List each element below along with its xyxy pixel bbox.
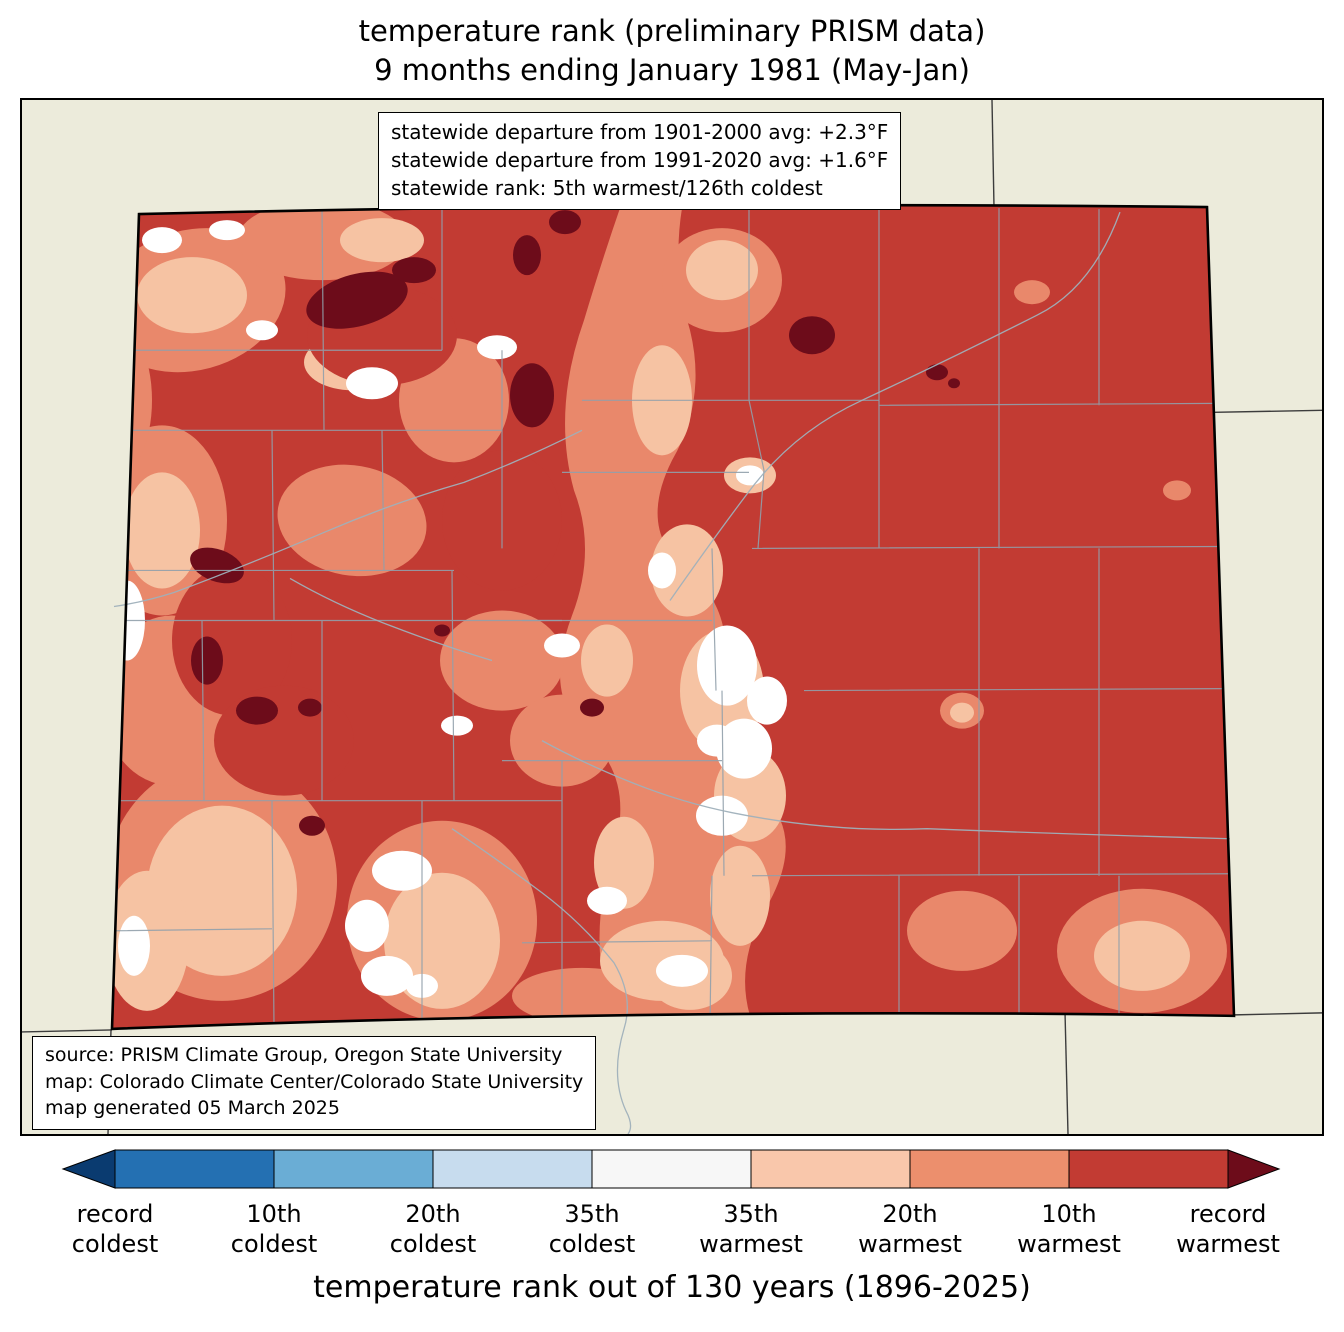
- page-title-line-2: 9 months ending January 1981 (May-Jan): [374, 53, 970, 87]
- colorbar-label-record-warmest: record warmest: [1176, 1200, 1280, 1258]
- stats-line-departure-1991-2020: statewide departure from 1991-2020 avg: …: [391, 148, 889, 172]
- colorbar-segment-1: [114, 1149, 275, 1189]
- colorbar-left-arrow: [61, 1149, 116, 1189]
- county-borders: [112, 208, 1234, 1027]
- colorbar-label-20th-coldest: 20th coldest: [389, 1200, 477, 1258]
- colorbar-label-35th-coldest: 35th coldest: [548, 1200, 636, 1258]
- source-line: source: PRISM Climate Group, Oregon Stat…: [45, 1044, 563, 1066]
- colorbar-segment-6: [909, 1149, 1070, 1189]
- colorbar-label-record-coldest: record coldest: [71, 1200, 159, 1258]
- colorbar-caption: temperature rank out of 130 years (1896-…: [313, 1270, 1031, 1305]
- colorbar-segment-3: [432, 1149, 593, 1189]
- stats-line-departure-1901-2000: statewide departure from 1901-2000 avg: …: [391, 120, 889, 144]
- source-credit-box: source: PRISM Climate Group, Oregon Stat…: [32, 1036, 597, 1130]
- colorbar-label-20th-warmest: 20th warmest: [858, 1200, 962, 1258]
- map-frame: statewide departure from 1901-2000 avg: …: [20, 98, 1324, 1136]
- page-title-line-1: temperature rank (preliminary PRISM data…: [358, 14, 986, 48]
- colorbar-right-arrow: [1227, 1149, 1281, 1189]
- stats-line-rank: statewide rank: 5th warmest/126th coldes…: [391, 176, 823, 200]
- colorbar-segment-4: [591, 1149, 752, 1189]
- colorbar-labels: record coldest 10th coldest 20th coldest 35…: [0, 1200, 1344, 1268]
- colorbar-label-10th-warmest: 10th warmest: [1017, 1200, 1121, 1258]
- statewide-stats-box: statewide departure from 1901-2000 avg: …: [378, 112, 902, 210]
- map-credit-line: map: Colorado Climate Center/Colorado St…: [45, 1070, 584, 1093]
- rivers: [113, 211, 1231, 1134]
- state-fill-layers: [112, 205, 1234, 1029]
- colorbar-segment-7: [1068, 1149, 1229, 1189]
- record-warmest-regions: [190, 210, 960, 836]
- colorbar-label-35th-warmest: 35th warmest: [699, 1200, 803, 1258]
- colorbar-label-10th-coldest: 10th coldest: [230, 1200, 318, 1258]
- colorbar: [0, 1146, 1344, 1192]
- colorbar-segment-5: [750, 1149, 911, 1189]
- generated-date-line: map generated 05 March 2025: [45, 1097, 340, 1120]
- colorado-temperature-rank-map: [22, 100, 1322, 1134]
- colorbar-segment-2: [273, 1149, 434, 1189]
- colorbar-svg: [61, 1149, 1281, 1189]
